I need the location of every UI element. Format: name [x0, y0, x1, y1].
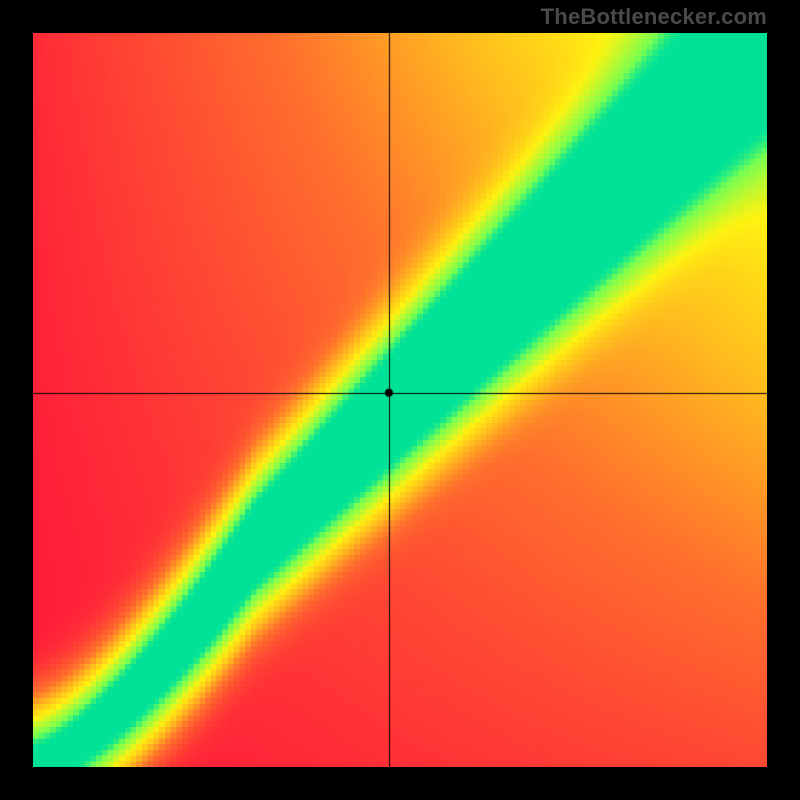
bottleneck-heatmap — [33, 33, 767, 767]
chart-container: TheBottlenecker.com — [0, 0, 800, 800]
watermark-text: TheBottlenecker.com — [541, 4, 767, 30]
